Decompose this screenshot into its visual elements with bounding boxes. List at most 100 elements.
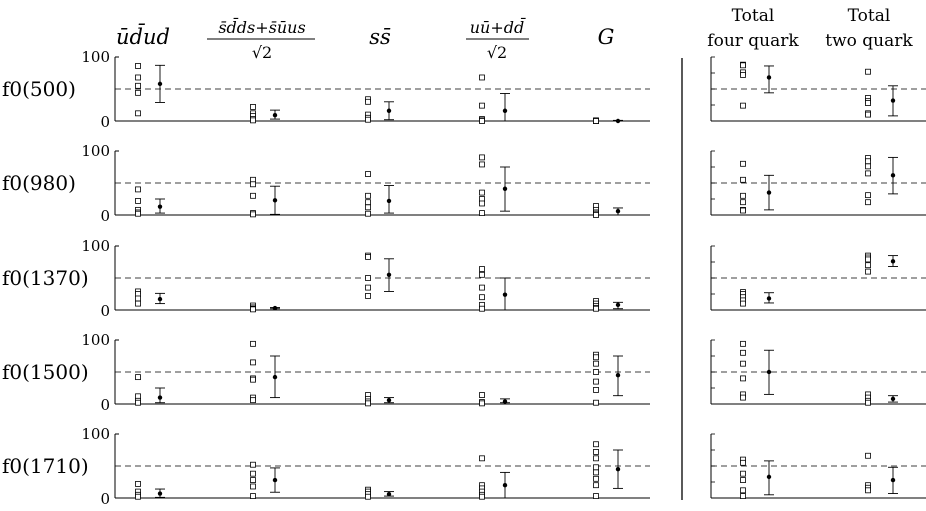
data-point — [479, 271, 485, 278]
data-point — [250, 192, 256, 199]
data-point — [479, 400, 485, 407]
mean-point — [615, 118, 621, 124]
data-point — [135, 374, 141, 381]
tick-label: 0 — [100, 490, 110, 508]
data-point — [593, 305, 599, 312]
mean-point — [272, 305, 278, 311]
row-label: f0(1370) — [2, 266, 89, 290]
header-sqrt2-b: √2 — [487, 43, 507, 62]
data-point — [250, 117, 256, 124]
mean-point — [386, 272, 392, 277]
data-point — [593, 469, 599, 476]
data-point — [365, 400, 371, 407]
mean-point — [157, 81, 163, 87]
mean-point — [890, 259, 896, 264]
data-point — [250, 477, 256, 483]
data-point — [740, 487, 746, 494]
data-point — [479, 210, 485, 216]
data-point — [479, 154, 485, 161]
header-uudd-numerator: uū+dd̄ — [470, 16, 526, 37]
data-point — [593, 360, 599, 367]
data-point — [365, 116, 371, 123]
data-point — [479, 102, 485, 109]
data-point — [740, 493, 746, 499]
data-point — [135, 300, 141, 307]
data-point — [250, 104, 256, 110]
mean-point — [615, 208, 621, 214]
mean-point — [157, 395, 163, 400]
mean-point — [386, 397, 392, 403]
tick-label: 0 — [100, 396, 110, 414]
tick-label: 0 — [100, 113, 110, 131]
data-point — [740, 72, 746, 78]
mean-point — [615, 467, 621, 472]
mean-point — [157, 491, 163, 496]
data-point — [135, 493, 141, 500]
data-point — [740, 394, 746, 401]
data-point — [593, 441, 599, 448]
data-point — [740, 176, 746, 183]
header-uudud: ūd̄ud — [116, 23, 170, 49]
data-point — [365, 171, 371, 177]
data-point — [740, 459, 746, 466]
header-sqrt2-a: √2 — [252, 43, 272, 62]
mean-point — [615, 373, 621, 378]
data-point — [865, 158, 871, 165]
data-point — [479, 189, 485, 196]
tick-label: 100 — [81, 48, 110, 66]
mean-point — [615, 302, 621, 308]
mean-point — [386, 108, 392, 113]
mean-point — [502, 292, 508, 297]
data-point — [365, 98, 371, 105]
data-point — [593, 118, 599, 124]
data-point — [479, 266, 485, 272]
mean-point — [272, 477, 278, 483]
data-point — [593, 493, 599, 499]
column-headers: ūd̄ud s̄d̄ds+s̄ūus √2 ss̄ uū+dd̄ √2 G To… — [116, 6, 913, 62]
mean-point — [890, 173, 896, 178]
data-point — [365, 493, 371, 500]
data-point — [740, 160, 746, 167]
data-point — [593, 212, 599, 218]
data-point — [865, 262, 871, 269]
mean-point — [890, 396, 896, 402]
mean-point — [502, 483, 508, 488]
data-point — [365, 199, 371, 206]
data-point — [365, 204, 371, 211]
data-point — [135, 295, 141, 302]
data-point — [479, 455, 485, 462]
data-point — [365, 293, 371, 299]
data-point — [740, 102, 746, 109]
data-point — [135, 82, 141, 89]
data-point — [250, 211, 256, 218]
data-point — [479, 284, 485, 291]
mean-point — [766, 75, 772, 80]
data-point — [365, 192, 371, 199]
data-point — [135, 63, 141, 69]
data-point — [740, 62, 746, 69]
data-point — [865, 487, 871, 494]
data-point — [593, 475, 599, 482]
data-point — [865, 170, 871, 177]
header-total2-line1: Total — [848, 6, 891, 26]
data-point — [865, 452, 871, 459]
chart-row: f0(1710) 100 0 — [2, 425, 926, 508]
data-point — [865, 68, 871, 75]
data-point — [593, 464, 599, 471]
data-point — [135, 74, 141, 81]
data-point — [479, 392, 485, 398]
data-point — [365, 210, 371, 217]
data-point — [365, 253, 371, 260]
tick-label: 0 — [100, 302, 110, 320]
data-point — [740, 207, 746, 214]
mean-point — [890, 477, 896, 483]
data-point — [740, 300, 746, 307]
data-point — [740, 375, 746, 382]
data-point — [135, 89, 141, 96]
tick-label: 0 — [100, 207, 110, 225]
header-glue: G — [598, 25, 615, 49]
chart-row: f0(1500) 100 0 — [2, 331, 926, 414]
data-point — [135, 210, 141, 217]
data-point — [740, 360, 746, 367]
data-point — [865, 399, 871, 406]
